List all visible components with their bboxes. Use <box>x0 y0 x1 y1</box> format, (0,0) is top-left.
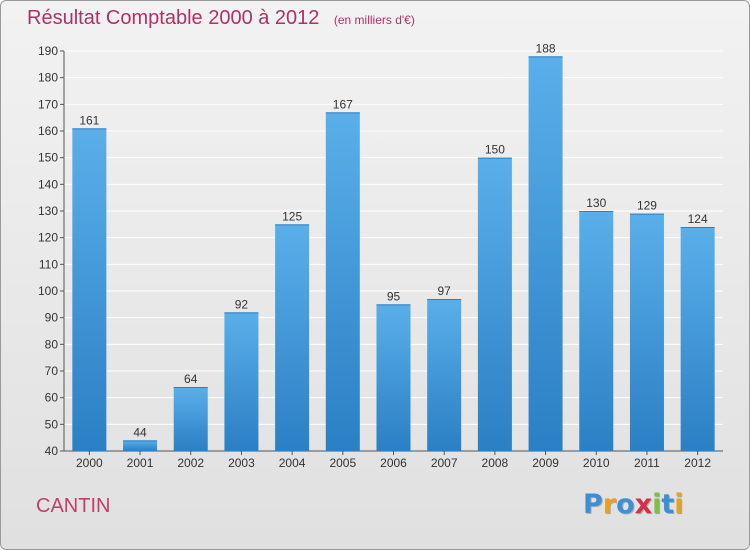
title-row: Résultat Comptable 2000 à 2012 (en milli… <box>27 7 415 30</box>
bar <box>275 224 310 451</box>
logo-letter: x <box>634 489 653 520</box>
x-tick-label: 2010 <box>583 456 610 470</box>
data-label: 64 <box>184 372 198 386</box>
logo-letter: t <box>661 489 675 520</box>
bar <box>376 304 411 451</box>
x-tick-label: 2008 <box>482 456 509 470</box>
data-label: 125 <box>282 209 302 223</box>
logo-letter: o <box>616 489 635 520</box>
y-tick-label: 90 <box>45 311 59 325</box>
x-tick-label: 2011 <box>634 456 660 470</box>
chart-subtitle: (en milliers d'€) <box>333 13 415 27</box>
data-label: 129 <box>637 199 657 213</box>
x-tick-label: 2006 <box>380 456 407 470</box>
logo-letter: P <box>583 489 603 520</box>
proxiti-logo[interactable]: Proxiti <box>583 489 684 520</box>
logo-letter: r <box>602 489 617 520</box>
y-tick-label: 170 <box>38 97 58 111</box>
data-label: 167 <box>333 97 353 111</box>
y-tick-label: 60 <box>45 391 59 405</box>
x-tick-label: 2000 <box>76 456 103 470</box>
y-tick-label: 160 <box>38 124 58 138</box>
bar <box>477 157 512 451</box>
bar <box>173 387 208 451</box>
x-tick-label: 2012 <box>684 456 711 470</box>
x-tick-label: 2004 <box>279 456 306 470</box>
y-tick-label: 130 <box>38 204 58 218</box>
x-tick-label: 2009 <box>532 456 559 470</box>
x-tick-label: 2007 <box>431 456 458 470</box>
data-label: 97 <box>438 284 452 298</box>
labels: 161 2000 44 2001 64 2002 92 2003 125 2004 167 2005 9… <box>76 41 711 470</box>
data-label: 92 <box>235 297 249 311</box>
y-tick-label: 120 <box>38 231 58 245</box>
chart-title: Résultat Comptable 2000 à 2012 <box>27 7 320 29</box>
y-tick-label: 150 <box>38 151 58 165</box>
data-label: 130 <box>586 196 606 210</box>
bar <box>629 213 664 451</box>
bar <box>123 440 158 451</box>
bar <box>427 299 462 451</box>
y-tick-label: 180 <box>38 71 58 85</box>
bar <box>680 227 715 451</box>
data-label: 150 <box>485 143 505 157</box>
bar <box>72 128 107 451</box>
y-tick-label: 140 <box>38 177 58 191</box>
y-tick-label: 50 <box>45 417 59 431</box>
data-label: 95 <box>387 289 401 303</box>
logo-letter: i <box>652 489 662 520</box>
logo-letter: i <box>674 489 684 520</box>
bar <box>224 312 259 451</box>
y-tick-label: 110 <box>39 257 58 271</box>
x-tick-label: 2005 <box>329 456 356 470</box>
data-label: 161 <box>79 113 99 127</box>
y-tick-label: 40 <box>45 444 59 458</box>
y-tick-label: 100 <box>38 284 58 298</box>
data-label: 44 <box>133 425 147 439</box>
bars <box>72 56 715 451</box>
bar <box>528 56 563 451</box>
x-tick-label: 2002 <box>177 456 204 470</box>
y-tick-label: 190 <box>38 44 58 58</box>
bar <box>579 211 614 451</box>
bar <box>325 112 360 451</box>
y-tick-label: 80 <box>45 337 59 351</box>
x-tick-label: 2003 <box>228 456 255 470</box>
x-tick-label: 2001 <box>127 456 154 470</box>
commune-name: CANTIN <box>36 495 111 517</box>
data-label: 124 <box>688 212 708 226</box>
data-label: 188 <box>536 41 556 55</box>
y-tick-label: 70 <box>45 364 59 378</box>
